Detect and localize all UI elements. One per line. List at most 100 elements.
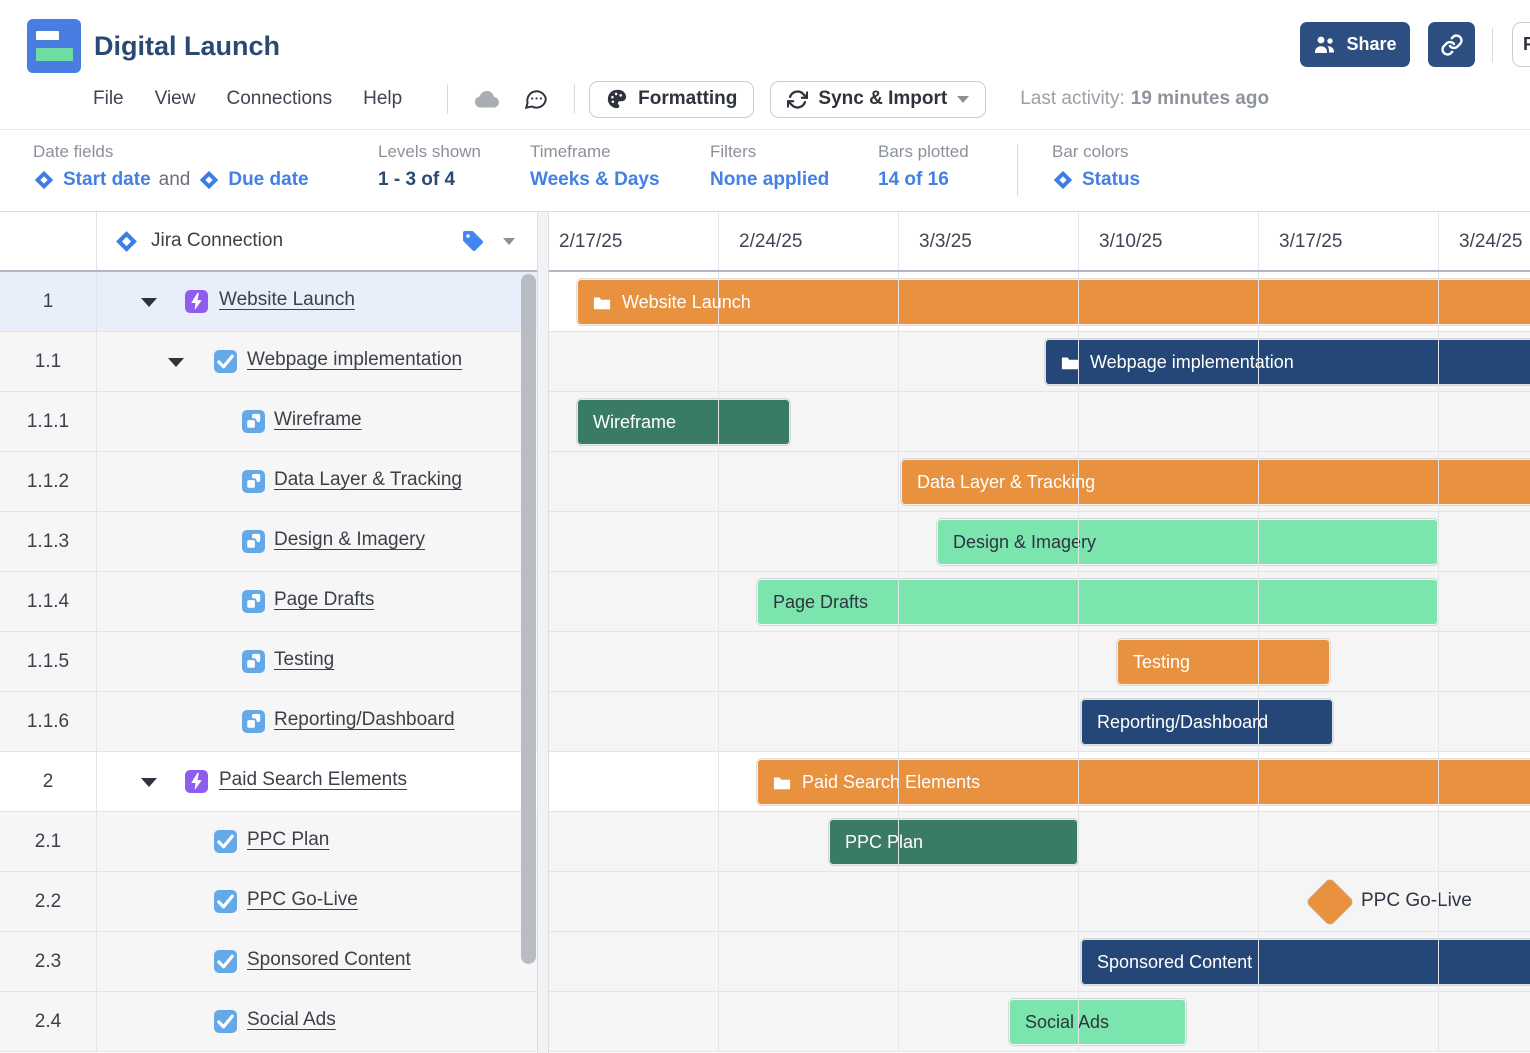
task-name-cell: Website Launch: [97, 272, 549, 331]
task-link[interactable]: Page Drafts: [274, 589, 375, 610]
gantt-bar[interactable]: Reporting/Dashboard: [1081, 699, 1333, 745]
bar-label: Design & Imagery: [953, 531, 1097, 552]
row-number-column-header: [0, 212, 97, 270]
row-number: 1.1.1: [0, 392, 97, 451]
bar-label: Paid Search Elements: [802, 771, 981, 792]
task-link[interactable]: Reporting/Dashboard: [274, 709, 455, 730]
task-name-cell: PPC Go-Live: [97, 872, 549, 931]
menu-view[interactable]: View: [154, 88, 196, 109]
subtask-icon: [242, 470, 265, 493]
row-number: 2.2: [0, 872, 97, 931]
timeline-row: Data Layer & Tracking: [549, 452, 1530, 512]
table-row: 2.3 Sponsored Content: [0, 932, 549, 992]
gantt-bar[interactable]: Data Layer & Tracking: [901, 459, 1530, 505]
gantt-bar[interactable]: Website Launch: [577, 279, 1530, 325]
filters-value[interactable]: None applied: [710, 169, 830, 190]
bar-label: Wireframe: [593, 411, 677, 432]
timeline-row: Reporting/Dashboard: [549, 692, 1530, 752]
bar-colors-value[interactable]: Status: [1052, 169, 1140, 191]
gantt-bar[interactable]: Paid Search Elements: [757, 759, 1530, 805]
timeline-row: Website Launch: [549, 272, 1530, 332]
formatting-button[interactable]: Formatting: [589, 80, 755, 118]
gantt-bar[interactable]: Page Drafts: [757, 579, 1438, 625]
milestone-diamond[interactable]: [1305, 877, 1355, 927]
bars-plotted-value[interactable]: 14 of 16: [878, 169, 949, 190]
row-number: 2.1: [0, 812, 97, 871]
timeframe-setting: Timeframe Weeks & Days: [530, 142, 660, 190]
row-number: 1.1: [0, 332, 97, 391]
top-bar: Digital Launch File View Connections Hel…: [0, 0, 1530, 130]
task-link[interactable]: Website Launch: [219, 289, 355, 310]
collapse-caret-icon[interactable]: [141, 778, 157, 787]
menu-connections[interactable]: Connections: [226, 88, 333, 109]
task-link[interactable]: Social Ads: [247, 1009, 336, 1030]
feedback-button-partial[interactable]: F: [1512, 22, 1530, 67]
gantt-bar[interactable]: Sponsored Content: [1081, 939, 1530, 985]
story-checkbox-icon[interactable]: [214, 890, 237, 913]
task-link[interactable]: Sponsored Content: [247, 949, 411, 970]
comments-icon[interactable]: [522, 86, 550, 112]
week-gridline: [718, 272, 719, 1052]
task-link[interactable]: PPC Plan: [247, 829, 330, 850]
copy-link-button[interactable]: [1428, 22, 1475, 67]
story-checkbox-icon[interactable]: [214, 830, 237, 853]
table-row: 2.2 PPC Go-Live: [0, 872, 549, 932]
week-gridline: [898, 212, 899, 270]
gantt-bar[interactable]: Design & Imagery: [937, 519, 1438, 565]
gantt-bar[interactable]: Wireframe: [577, 399, 790, 445]
row-number: 2: [0, 752, 97, 811]
row-number: 1.1.5: [0, 632, 97, 691]
levels-shown-value[interactable]: 1 - 3 of 4: [378, 169, 456, 190]
table-row: 2.1 PPC Plan: [0, 812, 549, 872]
subtask-icon: [242, 650, 265, 673]
gantt-bar[interactable]: Social Ads: [1009, 999, 1186, 1045]
folder-icon: [1061, 355, 1079, 370]
gantt-bar[interactable]: PPC Plan: [829, 819, 1078, 865]
share-button[interactable]: Share: [1300, 22, 1410, 67]
panel-resize-gutter[interactable]: [537, 212, 549, 1053]
timeline-date-label: 2/24/25: [739, 231, 803, 252]
palette-icon: [608, 89, 627, 109]
row-number: 1.1.3: [0, 512, 97, 571]
main-area: Jira Connection 1 Website Launch 1.1 Webpag…: [0, 212, 1530, 1053]
story-checkbox-icon[interactable]: [214, 950, 237, 973]
task-link[interactable]: Design & Imagery: [274, 529, 426, 550]
timeline-row: Social Ads: [549, 992, 1530, 1052]
sync-import-button[interactable]: Sync & Import: [770, 80, 987, 118]
vertical-scrollbar[interactable]: [521, 274, 536, 964]
task-link[interactable]: Wireframe: [274, 409, 362, 430]
tag-icon[interactable]: [461, 229, 485, 253]
task-name-cell: Reporting/Dashboard: [97, 692, 549, 751]
gantt-timeline: 2/17/25 2/24/25 3/3/25 3/10/25 3/17/25 3/24/2…: [549, 212, 1530, 1053]
menu-bar: File View Connections Help: [93, 80, 1269, 118]
timeframe-value[interactable]: Weeks & Days: [530, 169, 660, 190]
bar-label: Website Launch: [622, 291, 751, 312]
task-link[interactable]: PPC Go-Live: [247, 889, 358, 910]
levels-shown-setting: Levels shown 1 - 3 of 4: [378, 142, 482, 190]
date-fields-value[interactable]: Start date and Due date: [33, 169, 309, 191]
task-link[interactable]: Data Layer & Tracking: [274, 469, 462, 490]
task-name-cell: Wireframe: [97, 392, 549, 451]
jira-connection-column-header[interactable]: Jira Connection: [97, 212, 549, 270]
week-gridline: [1438, 212, 1439, 270]
table-row: 1.1.3 Design & Imagery: [0, 512, 549, 572]
app-logo-icon: [27, 19, 81, 73]
story-checkbox-icon[interactable]: [214, 1010, 237, 1033]
task-name-cell: Design & Imagery: [97, 512, 549, 571]
task-link[interactable]: Webpage implementation: [247, 349, 463, 370]
gantt-bar[interactable]: Testing: [1117, 639, 1330, 685]
menu-help[interactable]: Help: [363, 88, 403, 109]
collapse-caret-icon[interactable]: [168, 358, 184, 367]
timeline-row: Design & Imagery: [549, 512, 1530, 572]
collapse-caret-icon[interactable]: [141, 298, 157, 307]
column-menu-caret-icon[interactable]: [503, 237, 515, 245]
gantt-bar[interactable]: Webpage implementation: [1045, 339, 1530, 385]
menu-file[interactable]: File: [93, 88, 124, 109]
task-link[interactable]: Testing: [274, 649, 335, 670]
milestone-label: PPC Go-Live: [1361, 890, 1472, 911]
task-name-cell: Data Layer & Tracking: [97, 452, 549, 511]
story-checkbox-icon[interactable]: [214, 350, 237, 373]
task-link[interactable]: Paid Search Elements: [219, 769, 407, 790]
timeline-body: Website Launch Webpage implementation Wire…: [549, 272, 1530, 1052]
bar-label: Webpage implementation: [1090, 351, 1294, 372]
